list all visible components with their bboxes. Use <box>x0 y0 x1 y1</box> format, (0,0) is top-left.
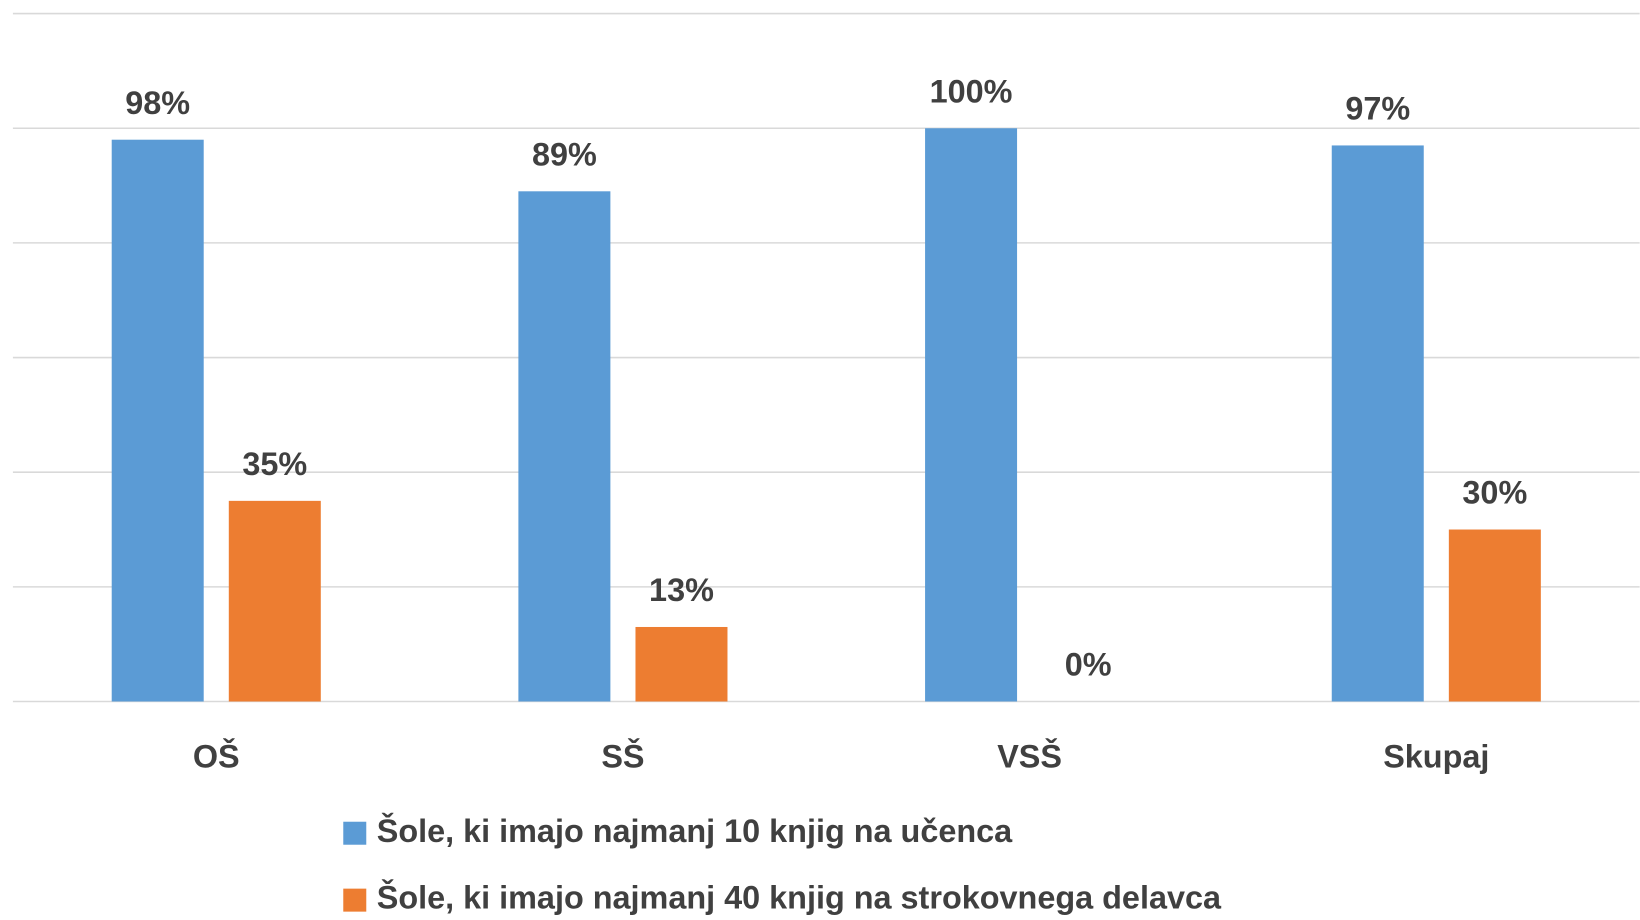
x-tick-label: SŠ <box>601 737 644 775</box>
x-tick-label: VSŠ <box>997 737 1062 775</box>
bar <box>1448 529 1541 702</box>
data-label: 98% <box>125 85 190 121</box>
x-tick-label: OŠ <box>193 737 240 775</box>
bar <box>925 128 1018 702</box>
bar <box>518 191 611 702</box>
bar <box>228 500 321 702</box>
bar <box>111 139 204 702</box>
data-label: 89% <box>532 136 597 172</box>
data-label: 100% <box>930 73 1013 109</box>
legend-swatch <box>343 821 367 845</box>
data-label: 0% <box>1065 647 1112 683</box>
legend-swatch <box>343 888 367 912</box>
x-tick-label: Skupaj <box>1383 739 1489 775</box>
data-label: 97% <box>1345 91 1410 127</box>
data-label: 30% <box>1462 475 1527 511</box>
data-label: 35% <box>242 446 307 482</box>
bar <box>1331 145 1424 702</box>
legend-label: Šole, ki imajo najmanj 10 knjig na učenc… <box>377 811 1013 849</box>
legend-label: Šole, ki imajo najmanj 40 knjig na strok… <box>377 878 1222 916</box>
data-label: 13% <box>649 572 714 608</box>
bar <box>635 626 728 702</box>
